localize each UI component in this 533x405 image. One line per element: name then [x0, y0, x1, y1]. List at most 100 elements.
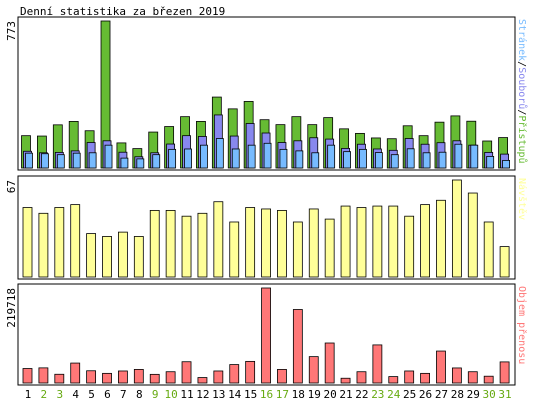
bar-stranek-day-31: [502, 159, 511, 169]
day-label-25: 25: [403, 388, 416, 401]
bar-volume-day-30: [483, 375, 494, 384]
bar-stranek-day-20: [327, 144, 336, 169]
bar-volume-day-8: [133, 369, 144, 384]
bar-stranek-day-13: [215, 138, 224, 169]
bar-visits-day-9: [149, 209, 160, 278]
bar-volume-day-1: [22, 368, 33, 384]
bar-visits-day-7: [118, 231, 128, 278]
legend-entry-volume-0: Objem přenosu: [516, 286, 528, 364]
legend-entry-hits-4: Přístupů: [516, 115, 528, 163]
bar-visits-day-26: [420, 204, 430, 278]
bar-visits-day-15: [245, 207, 256, 278]
bar-visits-day-20: [324, 218, 335, 278]
bar-volume-day-4: [70, 362, 81, 384]
bar-volume-day-25: [404, 370, 415, 384]
bar-stranek-day-22: [359, 148, 367, 169]
day-label-7: 7: [120, 388, 127, 401]
day-label-2: 2: [41, 388, 48, 401]
panel-visits: 67 Návštěv: [5, 175, 528, 280]
bar-visits-day-3: [54, 207, 65, 278]
day-label-13: 13: [212, 388, 225, 401]
max-label-volume: 219718: [5, 288, 18, 328]
bar-volume-day-7: [118, 370, 128, 384]
bar-visits-day-22: [356, 207, 367, 278]
bar-volume-day-12: [197, 377, 208, 384]
bar-visits-day-18: [292, 221, 303, 278]
bar-stranek-day-29: [470, 144, 479, 169]
bar-volume-day-11: [181, 361, 192, 384]
bar-visits-day-12: [197, 212, 208, 278]
legend-entry-hits-3: /: [516, 109, 527, 115]
bar-stranek-day-15: [247, 144, 256, 169]
bar-visits-day-30: [483, 221, 494, 278]
bar-stranek-day-7: [120, 157, 129, 169]
bar-volume-day-13: [213, 370, 224, 384]
bar-stranek-day-24: [390, 154, 399, 169]
day-label-26: 26: [419, 388, 432, 401]
bar-stranek-day-27: [438, 151, 447, 169]
panel-hits: 773 Stránek/Souborů/Přístupů: [5, 16, 528, 171]
bar-volume-day-18: [292, 309, 303, 384]
day-label-18: 18: [292, 388, 305, 401]
bar-stranek-day-5: [88, 152, 97, 169]
bar-stranek-day-28: [454, 143, 463, 169]
legend-hits: Stránek/Souborů/Přístupů: [516, 19, 528, 164]
day-label-22: 22: [355, 388, 368, 401]
bar-volume-day-31: [499, 361, 510, 384]
day-label-20: 20: [323, 388, 336, 401]
day-label-19: 19: [308, 388, 321, 401]
bar-volume-day-19: [308, 356, 319, 384]
panel-frame-volume: [17, 283, 516, 386]
legend-entry-visits-0: Návštěv: [516, 178, 528, 220]
day-label-6: 6: [104, 388, 111, 401]
day-label-31: 31: [498, 388, 511, 401]
bar-stranek-day-3: [56, 154, 65, 169]
bar-stranek-day-16: [263, 142, 272, 169]
bar-visits-day-16: [261, 208, 271, 278]
bar-stranek-day-19: [311, 152, 320, 169]
day-label-21: 21: [339, 388, 352, 401]
bar-visits-day-10: [165, 209, 176, 278]
bar-volume-day-2: [38, 367, 49, 384]
bar-stranek-day-10: [168, 148, 177, 169]
day-label-23: 23: [371, 388, 384, 401]
chart-title: Denní statistika za březen 2019: [20, 5, 225, 18]
bar-visits-day-11: [181, 215, 192, 278]
day-label-28: 28: [451, 388, 464, 401]
bar-visits-day-25: [404, 215, 415, 278]
bar-volume-day-26: [420, 372, 430, 384]
bar-stranek-day-1: [25, 152, 33, 169]
bar-visits-day-21: [340, 205, 351, 278]
max-label-hits: 773: [5, 21, 18, 41]
bar-visits-day-24: [388, 205, 399, 278]
bar-visits-day-27: [436, 199, 446, 278]
bar-volume-day-27: [436, 350, 446, 384]
day-label-14: 14: [228, 388, 242, 401]
bar-visits-day-1: [22, 207, 33, 278]
bar-volume-day-28: [451, 367, 462, 384]
day-label-12: 12: [196, 388, 209, 401]
legend-entry-hits-0: Stránek: [516, 19, 528, 61]
bar-volume-day-6: [102, 372, 112, 384]
legend-visits: Návštěv: [516, 178, 528, 220]
day-label-8: 8: [136, 388, 143, 401]
bar-stranek-day-9: [152, 154, 161, 169]
bar-volume-day-15: [245, 360, 256, 384]
bar-volume-day-23: [372, 344, 383, 384]
bar-volume-day-17: [277, 369, 287, 384]
bar-visits-day-8: [133, 236, 144, 278]
bar-stranek-day-4: [72, 152, 81, 169]
bar-volume-day-29: [467, 371, 478, 384]
bar-volume-day-22: [356, 371, 367, 384]
panel-frame-hits: [17, 16, 516, 171]
bar-visits-day-29: [467, 192, 478, 278]
day-label-16: 16: [260, 388, 273, 401]
max-label-visits: 67: [5, 180, 18, 193]
bar-visits-day-23: [372, 205, 383, 278]
bar-stranek-day-21: [343, 151, 351, 169]
bar-visits-day-2: [38, 212, 49, 278]
bar-stranek-day-25: [406, 148, 415, 169]
day-label-27: 27: [435, 388, 448, 401]
